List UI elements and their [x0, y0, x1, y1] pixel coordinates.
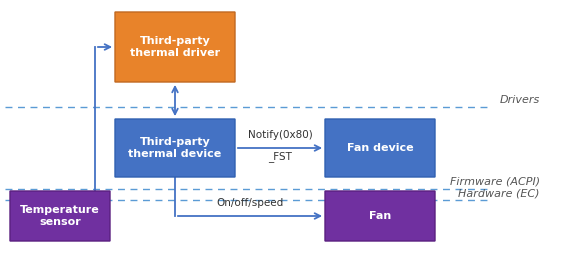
Text: Third-party
thermal device: Third-party thermal device: [128, 137, 222, 159]
FancyBboxPatch shape: [10, 191, 110, 241]
FancyBboxPatch shape: [115, 119, 235, 177]
FancyBboxPatch shape: [115, 12, 235, 82]
Text: Drivers: Drivers: [500, 95, 540, 105]
FancyBboxPatch shape: [325, 191, 435, 241]
Text: Hardware (EC): Hardware (EC): [458, 188, 540, 198]
Text: Fan device: Fan device: [347, 143, 413, 153]
Text: Temperature
sensor: Temperature sensor: [20, 205, 100, 227]
Text: Notify(0x80): Notify(0x80): [247, 130, 312, 140]
Text: Firmware (ACPI): Firmware (ACPI): [450, 177, 540, 187]
Text: Third-party
thermal driver: Third-party thermal driver: [130, 36, 220, 58]
Text: On/off/speed: On/off/speed: [217, 198, 284, 208]
Text: _FST: _FST: [268, 151, 292, 162]
FancyBboxPatch shape: [325, 119, 435, 177]
Text: Fan: Fan: [369, 211, 391, 221]
